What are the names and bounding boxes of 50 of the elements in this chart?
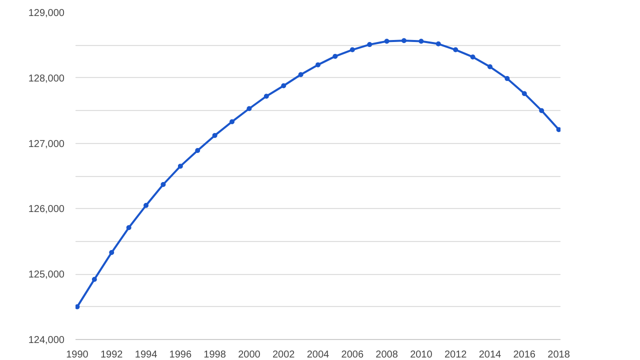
- point: [332, 54, 338, 59]
- x-tick-label: 2006: [341, 350, 364, 360]
- point: [487, 64, 492, 70]
- point: [367, 42, 372, 48]
- y-tick-label: 124,000: [28, 335, 65, 346]
- x-tick-label: 1994: [134, 350, 158, 360]
- x-tick-label: 2018: [548, 350, 570, 360]
- y-tick-label: 126,000: [28, 204, 65, 216]
- point: [418, 38, 424, 44]
- y-tick-label: 125,000: [28, 270, 65, 281]
- x-tick-label: 2014: [478, 350, 502, 360]
- y-tick-label: 129,000: [28, 8, 65, 19]
- point: [76, 304, 80, 310]
- point: [281, 83, 286, 88]
- point: [522, 91, 527, 96]
- x-tick-label: 1992: [100, 350, 124, 360]
- x-tick-label: 2004: [306, 350, 330, 360]
- y-tick-label: 128,000: [28, 73, 65, 84]
- point: [504, 76, 510, 82]
- point: [230, 119, 235, 124]
- x-tick-label: 2016: [513, 350, 536, 360]
- point: [264, 94, 269, 99]
- point: [384, 38, 390, 44]
- point: [539, 108, 544, 114]
- x-tick-label: 2000: [238, 350, 261, 360]
- x-tick-label: 1996: [169, 350, 192, 360]
- y-tick-label: 127,000: [28, 138, 65, 150]
- point: [298, 72, 304, 78]
- x-tick-label: 2010: [410, 350, 433, 360]
- point: [470, 54, 476, 60]
- point: [436, 41, 441, 46]
- x-tick-label: 1990: [66, 350, 89, 360]
- point: [246, 106, 252, 112]
- x-tick-label: 2002: [272, 350, 296, 360]
- point: [144, 202, 149, 208]
- point: [126, 225, 132, 230]
- point: [401, 38, 406, 44]
- point: [160, 182, 166, 187]
- point: [350, 47, 355, 52]
- point: [212, 132, 218, 138]
- point: [109, 250, 114, 256]
- point: [195, 148, 200, 153]
- x-tick-label: 2008: [376, 350, 398, 360]
- x-tick-label: 2012: [444, 350, 468, 360]
- point: [178, 164, 183, 169]
- point: [453, 47, 458, 52]
- point: [316, 62, 320, 68]
- point: [556, 127, 560, 132]
- point: [92, 276, 97, 282]
- x-tick-label: 1998: [204, 350, 226, 360]
